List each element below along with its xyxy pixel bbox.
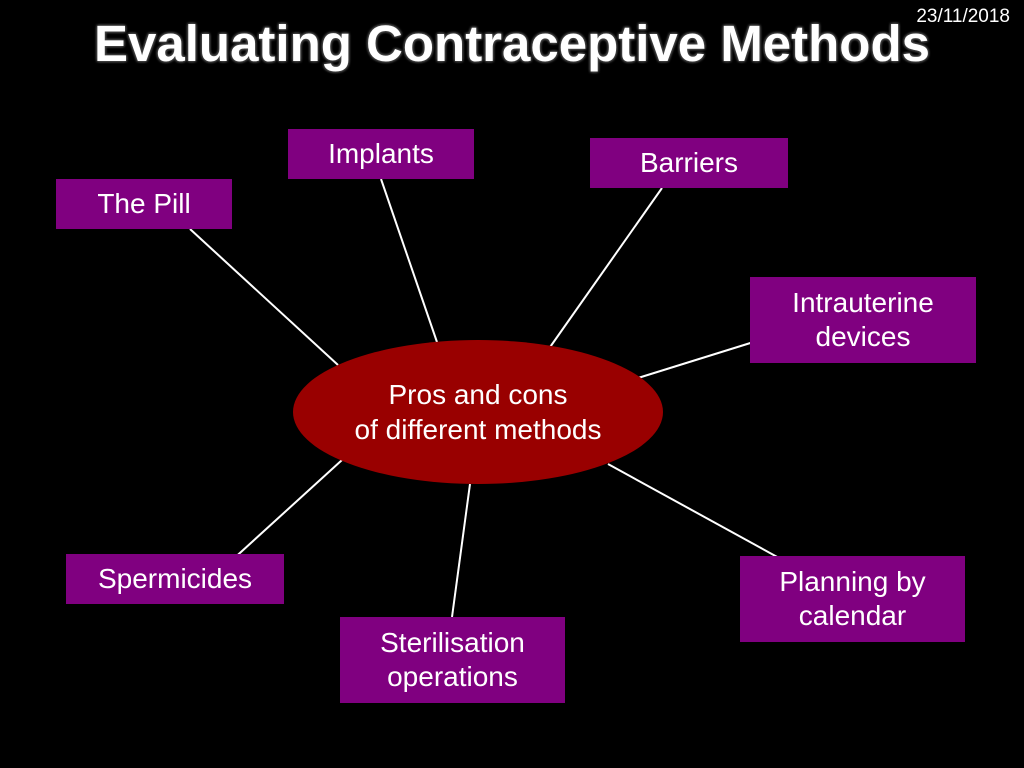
method-node-implants: Implants: [288, 129, 474, 179]
method-node-planning: Planning by calendar: [740, 556, 965, 642]
slide-title: Evaluating Contraceptive Methods: [0, 14, 1024, 73]
slide-date: 23/11/2018: [916, 6, 1010, 28]
method-node-sterilisation: Sterilisation operations: [340, 617, 565, 703]
method-node-label: Intrauterine devices: [792, 286, 934, 353]
method-node-the-pill: The Pill: [56, 179, 232, 229]
method-node-barriers: Barriers: [590, 138, 788, 188]
method-node-label: Planning by calendar: [779, 565, 925, 632]
method-node-spermicides: Spermicides: [66, 554, 284, 604]
method-node-label: The Pill: [97, 187, 190, 221]
method-node-iud: Intrauterine devices: [750, 277, 976, 363]
method-node-label: Sterilisation operations: [380, 626, 525, 693]
center-topic-label: Pros and cons of different methods: [355, 377, 602, 447]
method-node-label: Implants: [328, 137, 434, 171]
center-topic: Pros and cons of different methods: [293, 340, 663, 484]
method-node-label: Spermicides: [98, 562, 252, 596]
method-node-label: Barriers: [640, 146, 738, 180]
